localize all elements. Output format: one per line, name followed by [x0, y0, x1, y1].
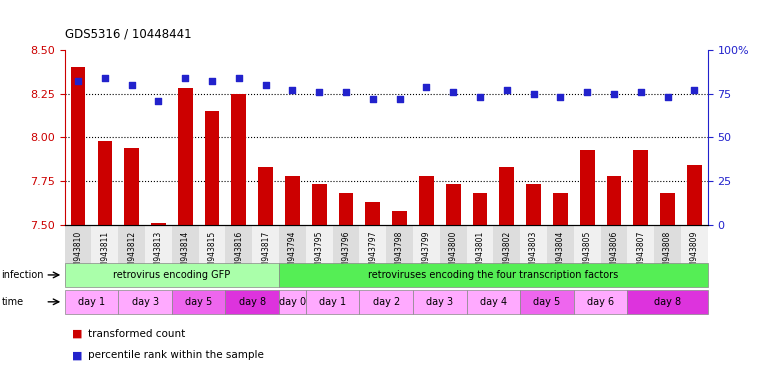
Point — [99, 75, 111, 81]
Point — [152, 98, 164, 104]
Point — [260, 82, 272, 88]
Bar — [339, 193, 353, 225]
Bar — [473, 193, 487, 225]
Bar — [499, 167, 514, 225]
Point — [206, 78, 218, 84]
Bar — [607, 176, 621, 225]
Point — [313, 89, 325, 95]
Point — [554, 94, 566, 100]
Text: day 6: day 6 — [587, 297, 614, 307]
Text: day 2: day 2 — [373, 297, 400, 307]
Text: time: time — [2, 297, 24, 307]
Bar — [285, 176, 300, 225]
Point — [474, 94, 486, 100]
Point — [688, 87, 700, 93]
Text: day 1: day 1 — [78, 297, 105, 307]
Bar — [661, 193, 675, 225]
Text: day 3: day 3 — [132, 297, 158, 307]
Bar — [71, 68, 85, 225]
Text: percentile rank within the sample: percentile rank within the sample — [88, 350, 263, 360]
Bar — [312, 184, 326, 225]
Text: day 5: day 5 — [185, 297, 212, 307]
Bar — [151, 223, 166, 225]
Point — [233, 75, 245, 81]
Text: day 5: day 5 — [533, 297, 561, 307]
Text: ■: ■ — [72, 329, 83, 339]
Text: day 3: day 3 — [426, 297, 454, 307]
Bar — [687, 165, 702, 225]
Point — [581, 89, 594, 95]
Point — [608, 91, 620, 97]
Text: transformed count: transformed count — [88, 329, 185, 339]
Bar — [526, 184, 541, 225]
Bar — [231, 94, 247, 225]
Text: retrovirus encoding GFP: retrovirus encoding GFP — [113, 270, 231, 280]
Text: GDS5316 / 10448441: GDS5316 / 10448441 — [65, 27, 191, 40]
Text: day 4: day 4 — [480, 297, 507, 307]
Text: retroviruses encoding the four transcription factors: retroviruses encoding the four transcrip… — [368, 270, 619, 280]
Bar — [446, 184, 460, 225]
Bar — [419, 176, 434, 225]
Bar — [258, 167, 273, 225]
Text: day 8: day 8 — [239, 297, 266, 307]
Bar — [97, 141, 112, 225]
Text: ■: ■ — [72, 350, 83, 360]
Point — [126, 82, 138, 88]
Bar — [633, 149, 648, 225]
Bar — [553, 193, 568, 225]
Point — [635, 89, 647, 95]
Point — [420, 84, 432, 90]
Point — [393, 96, 406, 102]
Text: day 0: day 0 — [279, 297, 306, 307]
Point — [367, 96, 379, 102]
Bar — [178, 88, 193, 225]
Point — [661, 94, 673, 100]
Text: day 1: day 1 — [319, 297, 346, 307]
Text: day 8: day 8 — [654, 297, 681, 307]
Bar — [205, 111, 219, 225]
Point — [286, 87, 298, 93]
Point — [179, 75, 191, 81]
Point — [501, 87, 513, 93]
Bar — [580, 149, 594, 225]
Bar — [124, 148, 139, 225]
Bar — [392, 211, 407, 225]
Point — [340, 89, 352, 95]
Text: infection: infection — [2, 270, 44, 280]
Point — [447, 89, 460, 95]
Bar — [365, 202, 380, 225]
Point — [72, 78, 84, 84]
Point — [527, 91, 540, 97]
